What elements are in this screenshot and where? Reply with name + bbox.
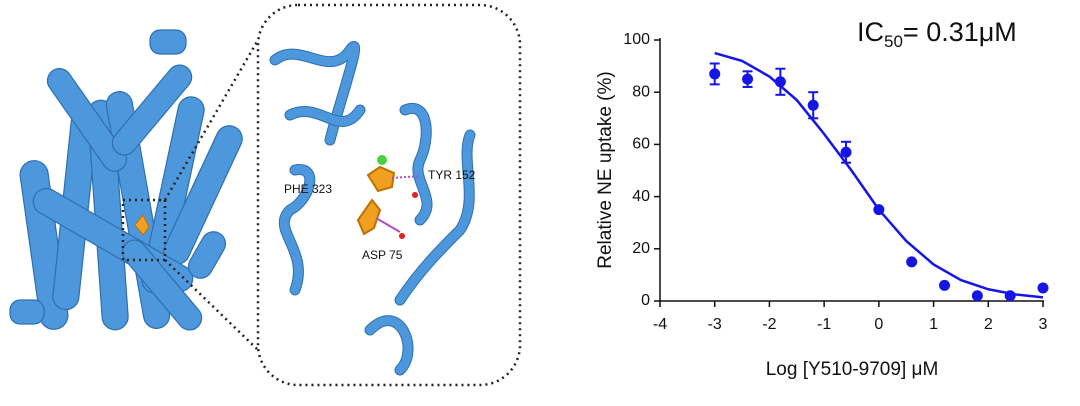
y-tick-label: 40 <box>632 188 650 205</box>
protein-structure: PHE 323 TYR 152 ASP 75 <box>9 3 522 387</box>
x-tick-label: -3 <box>708 316 722 333</box>
data-point <box>1037 282 1049 294</box>
y-tick-label: 100 <box>623 31 650 48</box>
x-tick-label: 1 <box>929 316 938 333</box>
data-point <box>742 73 754 85</box>
x-tick-label: -2 <box>762 316 776 333</box>
fit-curve <box>714 51 1044 299</box>
y-tick-label: 60 <box>632 136 650 153</box>
data-point <box>709 68 721 80</box>
x-tick-label: 3 <box>1039 316 1048 333</box>
residue-label: ASP 75 <box>362 248 403 262</box>
data-point <box>840 146 852 158</box>
annotation-text: IC <box>857 17 884 47</box>
data-point <box>906 256 918 268</box>
x-tick-label: 2 <box>984 316 993 333</box>
residue-label: TYR 152 <box>428 168 476 182</box>
x-axis-label: Log [Y510-9709] μM <box>766 359 939 380</box>
y-tick-label: 80 <box>632 83 650 100</box>
x-tick-label: -1 <box>817 316 831 333</box>
data-point <box>939 279 951 291</box>
y-tick-label: 20 <box>632 240 650 257</box>
x-tick-label: -4 <box>653 316 667 333</box>
annotation-text: = 0.31μM <box>903 17 1017 47</box>
y-axis-label: Relative NE uptake (%) <box>595 71 616 268</box>
annotation-subscript: 50 <box>884 32 903 51</box>
annotation: IC50= 0.31μM <box>857 17 1017 51</box>
data-point <box>807 99 819 111</box>
residue-label: PHE 323 <box>284 182 332 196</box>
y-tick-label: 0 <box>641 292 650 309</box>
x-tick-label: 0 <box>874 316 883 333</box>
data-point <box>971 290 983 302</box>
